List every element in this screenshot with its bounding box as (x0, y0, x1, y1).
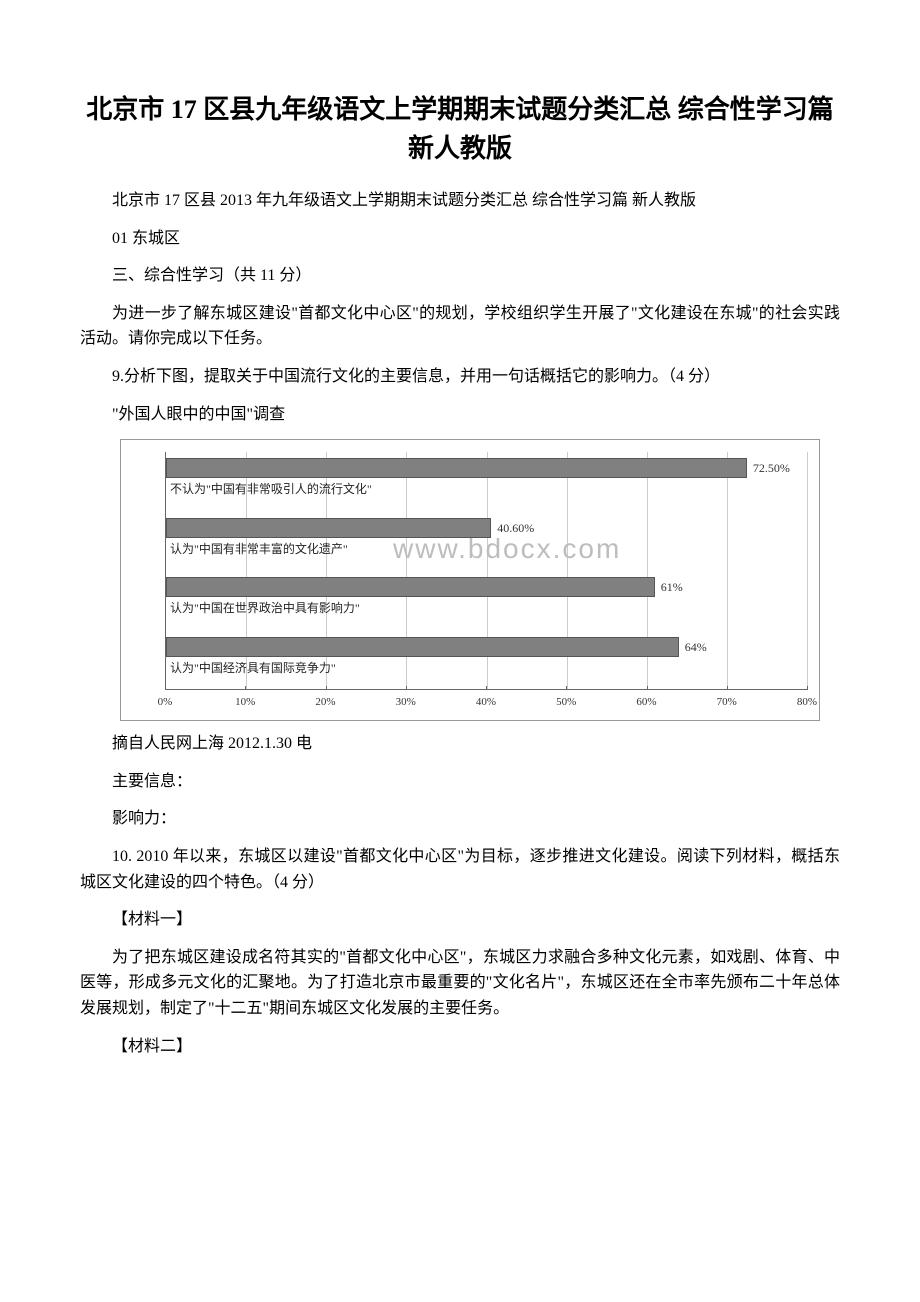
x-tick-label: 10% (235, 694, 255, 712)
x-tick (566, 686, 567, 690)
bar (166, 637, 679, 657)
bar-value-label: 72.50% (753, 458, 790, 478)
x-tick (647, 686, 648, 690)
bar (166, 518, 491, 538)
bar-category-label: 不认为"中国有非常吸引人的流行文化" (166, 480, 372, 498)
x-tick (245, 686, 246, 690)
x-tick (406, 686, 407, 690)
x-tick (807, 686, 808, 690)
grid-line (807, 452, 808, 689)
bar-category-label: 认为"中国经济具有国际竞争力" (166, 659, 336, 677)
chart-plot-area: 72.50% 不认为"中国有非常吸引人的流行文化" 40.60% 认为"中国有非常丰富… (133, 452, 807, 712)
survey-title: "外国人眼中的中国"调查 (80, 402, 840, 428)
district-label: 01 东城区 (80, 226, 840, 252)
bar (166, 577, 655, 597)
question-10: 10. 2010 年以来，东城区以建设"首都文化中心区"为目标，逐步推进文化建设… (80, 844, 840, 895)
x-tick-label: 50% (556, 694, 576, 712)
bar-category-label: 认为"中国在世界政治中具有影响力" (166, 599, 360, 617)
material-1-body: 为了把东城区建设成名符其实的"首都文化中心区"，东城区力求融合多种文化元素，如戏… (80, 945, 840, 1022)
material-1-heading: 【材料一】 (80, 907, 840, 933)
x-tick (165, 686, 166, 690)
bar-value-label: 61% (661, 577, 683, 597)
bar-value-label: 40.60% (497, 518, 534, 538)
x-tick-label: 60% (636, 694, 656, 712)
material-2-heading: 【材料二】 (80, 1034, 840, 1060)
x-tick-label: 30% (396, 694, 416, 712)
bar (166, 458, 747, 478)
x-tick (486, 686, 487, 690)
x-tick (326, 686, 327, 690)
document-title: 北京市 17 区县九年级语文上学期期末试题分类汇总 综合性学习篇 新人教版 (80, 90, 840, 168)
x-tick-label: 20% (315, 694, 335, 712)
answer-field-influence: 影响力： (80, 806, 840, 832)
bar-row: 61% 认为"中国在世界政治中具有影响力" (166, 577, 807, 637)
chart-source: 摘自人民网上海 2012.1.30 电 (80, 731, 840, 757)
bar-row: 72.50% 不认为"中国有非常吸引人的流行文化" (166, 458, 807, 518)
section-heading: 三、综合性学习（共 11 分） (80, 263, 840, 289)
bar-row: 40.60% 认为"中国有非常丰富的文化遗产" (166, 518, 807, 578)
instruction-paragraph: 为进一步了解东城区建设"首都文化中心区"的规划，学校组织学生开展了"文化建设在东… (80, 301, 840, 352)
x-tick-label: 70% (717, 694, 737, 712)
x-tick (727, 686, 728, 690)
intro-paragraph: 北京市 17 区县 2013 年九年级语文上学期期末试题分类汇总 综合性学习篇 … (80, 188, 840, 214)
x-tick-label: 40% (476, 694, 496, 712)
answer-field-info: 主要信息： (80, 769, 840, 795)
bar-value-label: 64% (685, 637, 707, 657)
survey-chart: 72.50% 不认为"中国有非常吸引人的流行文化" 40.60% 认为"中国有非常丰富… (120, 439, 820, 721)
x-tick-label: 0% (158, 694, 173, 712)
bar-category-label: 认为"中国有非常丰富的文化遗产" (166, 540, 348, 558)
question-9: 9.分析下图，提取关于中国流行文化的主要信息，并用一句话概括它的影响力。（4 分… (80, 364, 840, 390)
x-tick-label: 80% (797, 694, 817, 712)
